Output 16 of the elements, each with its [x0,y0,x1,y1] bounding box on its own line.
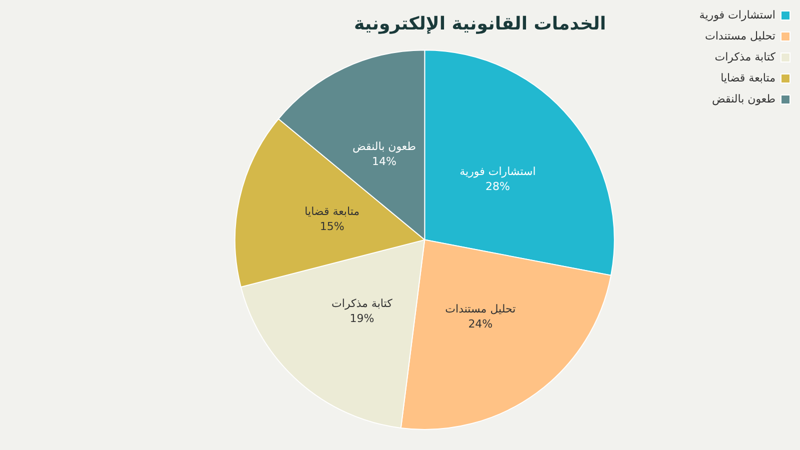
legend-label: كتابة مذكرات [714,50,776,64]
data-label: 24% [468,317,493,330]
legend-label: استشارات فورية [699,8,776,22]
slice-label: كتابة مذكرات [332,296,394,310]
slice-label: متابعة قضايا [304,204,360,218]
legend-label: طعون بالنقض [712,92,776,106]
slice-label: استشارات فورية [460,165,536,178]
chart-title: الخدمات القانونية الإلكترونية [354,13,606,34]
data-label: 28% [486,180,510,194]
legend-label: متابعة قضايا [720,71,776,84]
slice-label: طعون بالنقض [352,140,416,153]
slice-label: تحليل مستندات [445,302,516,316]
data-label: 15% [320,220,344,233]
data-label: 14% [372,154,396,168]
data-label: 19% [350,312,374,325]
legend-label: تحليل مستندات [705,29,776,42]
